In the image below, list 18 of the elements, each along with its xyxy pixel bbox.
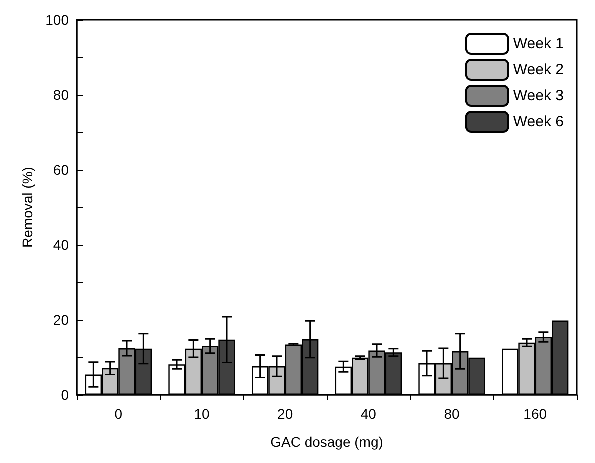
x-tick-label: 0 — [114, 406, 123, 422]
y-tick-label: 20 — [53, 312, 70, 328]
legend-label: Week 6 — [513, 114, 564, 130]
y-tick-label: 0 — [61, 387, 70, 403]
x-tick-label: 40 — [360, 406, 377, 422]
x-tick-label: 10 — [194, 406, 210, 422]
legend-label: Week 2 — [513, 62, 564, 78]
y-tick-label: 40 — [53, 237, 70, 253]
x-axis-title: GAC dosage (mg) — [270, 434, 384, 450]
y-axis-title: Removal (%) — [20, 167, 36, 248]
x-tick-label: 160 — [524, 406, 548, 422]
x-tick-label: 80 — [444, 406, 460, 422]
y-tick-label: 80 — [53, 87, 70, 103]
y-tick-label: 60 — [53, 162, 70, 178]
legend-label: Week 1 — [513, 36, 564, 52]
x-tick-label: 20 — [278, 406, 294, 422]
legend-label: Week 3 — [513, 88, 564, 104]
y-tick-label: 100 — [46, 12, 70, 28]
